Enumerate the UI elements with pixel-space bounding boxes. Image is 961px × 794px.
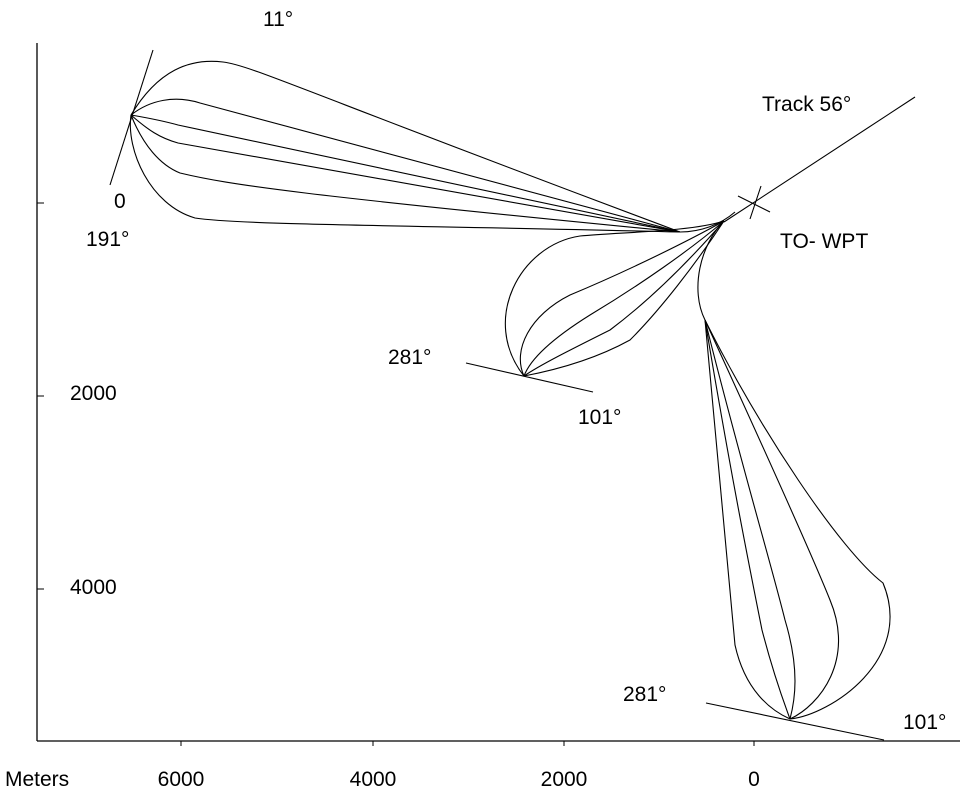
x-axis-unit-label: Meters — [5, 768, 69, 791]
waypoint-approach-path — [679, 211, 736, 233]
left-course-top-label: 11° — [263, 8, 293, 31]
y-tick-label: 4000 — [70, 576, 117, 599]
waypoint-marker — [749, 185, 762, 220]
lower-turn-path — [697, 220, 891, 720]
waypoint-label: TO- WPT — [780, 230, 868, 253]
x-tick-label: 2000 — [541, 768, 588, 791]
middle-turn-path — [504, 220, 725, 377]
lower-turn-path — [704, 319, 791, 720]
left-turn-path — [130, 114, 681, 233]
left-turn-path — [129, 114, 681, 233]
x-tick-label: 4000 — [350, 768, 397, 791]
left-course-bottom-label: 191° — [86, 228, 129, 251]
left-turn-path — [130, 60, 681, 233]
left-turn-path — [130, 114, 681, 233]
middle-course-right-label: 101° — [578, 406, 621, 429]
lower-course-right-label: 101° — [903, 711, 946, 734]
x-tick-label: 0 — [748, 768, 760, 791]
middle-turn-path — [523, 220, 725, 377]
x-tick-label: 6000 — [158, 768, 205, 791]
y-tick-label: 0 — [114, 190, 126, 213]
middle-turn-path — [519, 220, 725, 377]
lower-course-left-label: 281° — [623, 683, 666, 706]
lower-turn-path — [704, 319, 791, 720]
middle-turn-path — [523, 220, 725, 377]
middle-turn-path — [523, 220, 725, 377]
waypoint-marker — [737, 195, 771, 213]
left-turn-path — [130, 98, 681, 233]
middle-course-left-label: 281° — [388, 346, 431, 369]
lower-course-line — [705, 702, 885, 741]
lower-turn-path — [704, 319, 796, 720]
middle-course-line — [465, 362, 594, 393]
y-tick-label: 2000 — [70, 382, 117, 405]
left-turn-path — [130, 114, 681, 233]
track-label: Track 56° — [762, 93, 851, 116]
lower-turn-path — [704, 319, 840, 720]
